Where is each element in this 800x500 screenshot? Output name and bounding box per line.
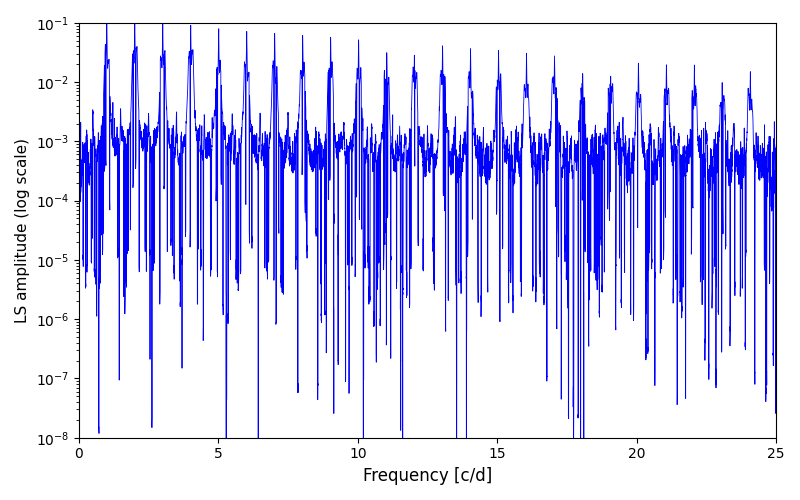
Y-axis label: LS amplitude (log scale): LS amplitude (log scale): [15, 138, 30, 323]
X-axis label: Frequency [c/d]: Frequency [c/d]: [363, 467, 492, 485]
